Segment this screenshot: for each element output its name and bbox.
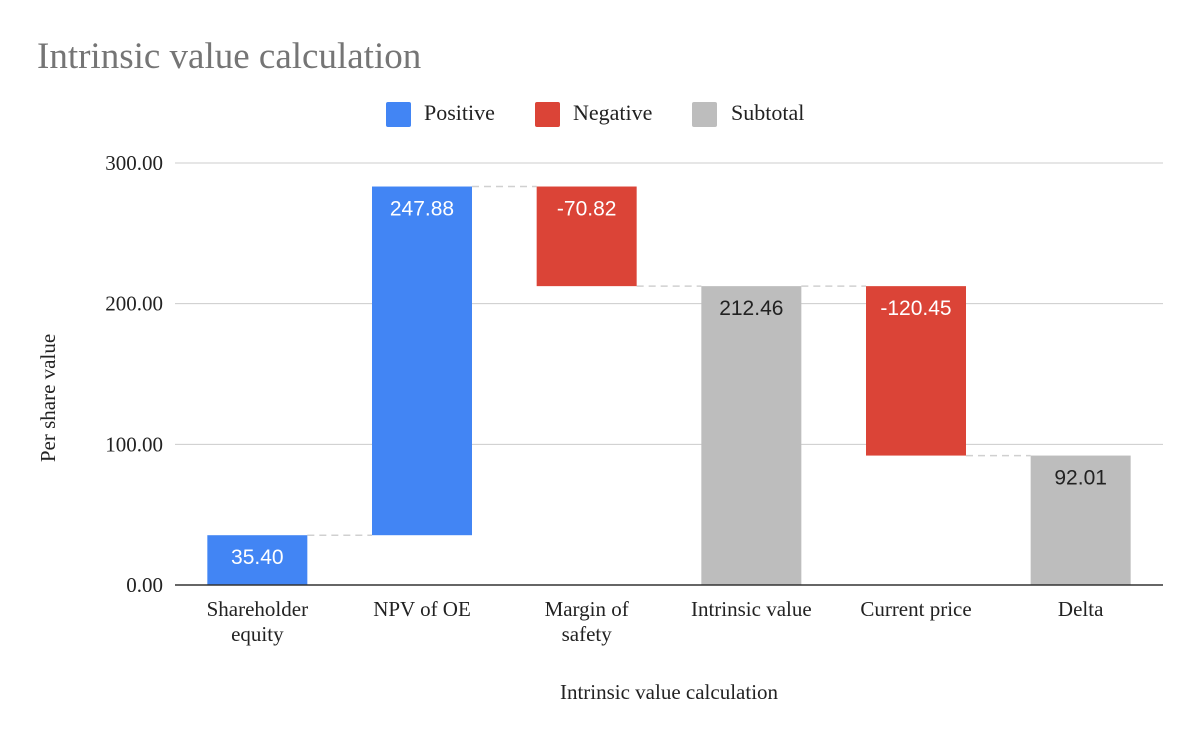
legend-label-positive: Positive xyxy=(424,100,495,125)
bar-subtotal xyxy=(701,286,802,585)
x-tick-label: NPV of OE xyxy=(373,597,471,621)
connector-lines xyxy=(307,185,1031,536)
bar-negative xyxy=(536,186,637,287)
gridlines xyxy=(175,162,1163,445)
y-tick-label: 200.00 xyxy=(105,292,163,316)
bar-positive xyxy=(372,186,472,536)
x-tick-label: safety xyxy=(562,622,613,646)
legend-swatch-positive xyxy=(386,102,411,127)
legend-swatch-subtotal xyxy=(692,102,717,127)
x-tick-label: Margin of xyxy=(545,597,629,621)
x-tick-label: equity xyxy=(231,622,284,646)
y-axis-ticks: 0.00 100.00 200.00 300.00 xyxy=(105,151,163,597)
legend-label-subtotal: Subtotal xyxy=(731,100,804,125)
chart-title: Intrinsic value calculation xyxy=(37,36,421,77)
data-label: 35.40 xyxy=(231,546,284,569)
y-axis-title: Per share value xyxy=(36,334,60,462)
y-tick-label: 100.00 xyxy=(105,432,163,456)
bar-positive xyxy=(207,535,308,585)
data-label: 247.88 xyxy=(390,198,454,221)
x-tick-label: Delta xyxy=(1058,597,1104,621)
y-tick-label: 300.00 xyxy=(105,151,163,175)
x-tick-label: Current price xyxy=(860,597,971,621)
data-label: -120.45 xyxy=(880,297,951,320)
legend: Positive Negative Subtotal xyxy=(386,100,804,127)
legend-label-negative: Negative xyxy=(573,100,652,125)
bar-subtotal xyxy=(1030,455,1131,585)
bar-negative xyxy=(866,286,966,456)
data-label: 92.01 xyxy=(1054,467,1107,490)
data-label: 212.46 xyxy=(719,297,783,320)
x-tick-label: Shareholder xyxy=(207,597,308,621)
x-tick-label: Intrinsic value xyxy=(691,597,812,621)
data-label: -70.82 xyxy=(557,198,617,221)
x-axis-title: Intrinsic value calculation xyxy=(560,680,779,704)
bars xyxy=(207,186,1131,585)
legend-swatch-negative xyxy=(535,102,560,127)
y-tick-label: 0.00 xyxy=(126,573,163,597)
data-labels: 35.40 247.88 -70.82 212.46 -120.45 92.01 xyxy=(231,198,1107,570)
